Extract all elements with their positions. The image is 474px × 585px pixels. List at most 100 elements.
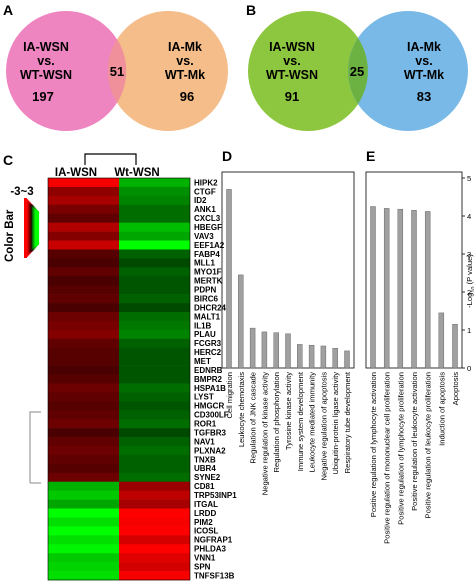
category-label: Cell migration (225, 372, 234, 418)
y-tick-label: 1 (467, 326, 471, 335)
heatmap-cell (119, 499, 190, 509)
heatmap-cell (119, 454, 190, 465)
heatmap-cell (119, 347, 190, 357)
chart-e-category-labels: Positive regulation of lymphocyte activa… (369, 372, 460, 544)
bar (249, 327, 256, 369)
heatmap-cell (119, 303, 190, 313)
bar (344, 350, 350, 369)
venn-b-overlap (348, 38, 368, 104)
gene-label: MLL1 (194, 259, 215, 268)
heatmap-cell (48, 454, 119, 465)
heatmap-cell (119, 294, 190, 304)
gene-label: TRP53INP1 (194, 491, 237, 500)
heatmap-cell (119, 374, 190, 384)
gene-label: BIRC6 (194, 294, 219, 303)
category-label: Leukocyte mediated immunity (308, 372, 317, 473)
heatmap-cell (48, 303, 119, 313)
y-tick-label: 0 (467, 364, 471, 373)
gene-label: MALT1 (194, 312, 221, 321)
category-label: Ubiquitin-protein ligase activity (331, 372, 340, 475)
gene-label: PLXNA2 (194, 446, 226, 455)
heatmap-cell (48, 553, 119, 563)
venn-a-right-circle (108, 11, 228, 131)
gene-label: EDNRB (194, 366, 223, 375)
heatmap-cell (48, 267, 119, 277)
heatmap-cell (48, 258, 119, 268)
chart-e-y-axis-label: -Log10 (P value) (465, 254, 474, 308)
column-label-wt-wsn: Wt-WSN (114, 167, 159, 179)
panel-letter-b: B (246, 2, 256, 18)
gene-label: HERC2 (194, 348, 222, 357)
bar (424, 211, 431, 369)
gene-label: DHCR24 (194, 303, 227, 312)
heatmap-cell (119, 419, 190, 429)
category-label: Negative regulation of apoptosis (319, 372, 328, 481)
heatmap-cell (48, 213, 119, 223)
heatmap-cell (119, 312, 190, 322)
bar (452, 324, 458, 369)
heatmap-cell (119, 392, 190, 402)
heatmap-cell (48, 392, 119, 402)
gene-label: MET (194, 357, 211, 366)
heatmap-cell (119, 356, 190, 366)
heatmap-cell (48, 329, 119, 340)
gene-label: PDPN (194, 286, 216, 295)
bar (438, 312, 445, 369)
heatmap-cell (48, 294, 119, 304)
heatmap-cell (119, 446, 190, 456)
heatmap-cell (48, 204, 119, 215)
venn-b-left-label-2: vs. (283, 54, 300, 68)
gene-label: TGFBR3 (194, 428, 227, 437)
color-bar-step (36, 211, 40, 245)
venn-b-right-count: 83 (417, 89, 431, 104)
heatmap-cell (119, 365, 190, 375)
color-bar-title: Color Bar (4, 209, 16, 262)
venn-a: A IA-WSN vs. WT-WSN 197 51 IA-Mk vs. WT-… (3, 2, 228, 131)
color-bar-range: -3~3 (10, 186, 33, 198)
heatmap-cell (119, 544, 190, 554)
gene-label: HBEGF (194, 223, 222, 232)
gene-label: NGFRAP1 (194, 536, 233, 545)
heatmap-cell (48, 365, 119, 375)
heatmap-cell (119, 383, 190, 393)
venn-a-right-label-2: vs. (176, 54, 193, 68)
chart-d-category-labels: Cell migration Leukocyte chemotaxis Regula… (225, 371, 352, 495)
category-label: Respiratory tube development (343, 371, 352, 473)
chart-e: E Positive regulation of lymphocyte acti… (365, 148, 474, 544)
venn-b-overlap-count: 25 (350, 64, 364, 79)
venn-b-left-label-1: IA-WSN (269, 40, 315, 54)
gene-labels: HIPK2CTGFID2ANK1CXCL3HBEGFVAV3EEF1A2FABP… (194, 178, 237, 580)
panel-letter-a: A (3, 2, 13, 18)
heatmap-cell (48, 571, 119, 581)
heatmap-cell (48, 499, 119, 509)
y-tick-label: 5 (467, 174, 471, 183)
heatmap-cell (48, 401, 119, 411)
gene-label: ICOSL (194, 527, 219, 536)
venn-b-left-label-3: WT-WSN (266, 68, 318, 82)
heatmap-cell (48, 178, 119, 188)
heatmap-cell (48, 472, 119, 483)
heatmap-cell (119, 320, 190, 331)
venn-b-right-label-2: vs. (415, 54, 432, 68)
heatmap-cell (48, 490, 119, 500)
column-dendrogram (84, 153, 137, 165)
heatmap-cell (119, 186, 190, 197)
venn-b-right-label-1: IA-Mk (407, 40, 441, 54)
category-label: Positive regulation of leukocyte prolife… (424, 372, 433, 518)
bar (273, 332, 279, 369)
venn-a-left-label-1: IA-WSN (23, 40, 69, 54)
venn-a-left-label-2: vs. (37, 54, 54, 68)
heatmap-border (47, 177, 191, 581)
heatmap-cell (48, 285, 119, 295)
gene-label: UBR4 (194, 464, 216, 473)
heatmap-cell (119, 276, 190, 286)
heatmap-cell (48, 240, 119, 250)
heatmap-cell (48, 544, 119, 554)
heatmap-cell (119, 571, 190, 581)
venn-b-right-label-3: WT-Mk (404, 68, 444, 82)
venn-a-right-label-1: IA-Mk (168, 40, 202, 54)
bar (285, 333, 291, 369)
bar (411, 210, 417, 369)
gene-label: MERTK (194, 277, 223, 286)
heatmap-cell (119, 490, 190, 500)
